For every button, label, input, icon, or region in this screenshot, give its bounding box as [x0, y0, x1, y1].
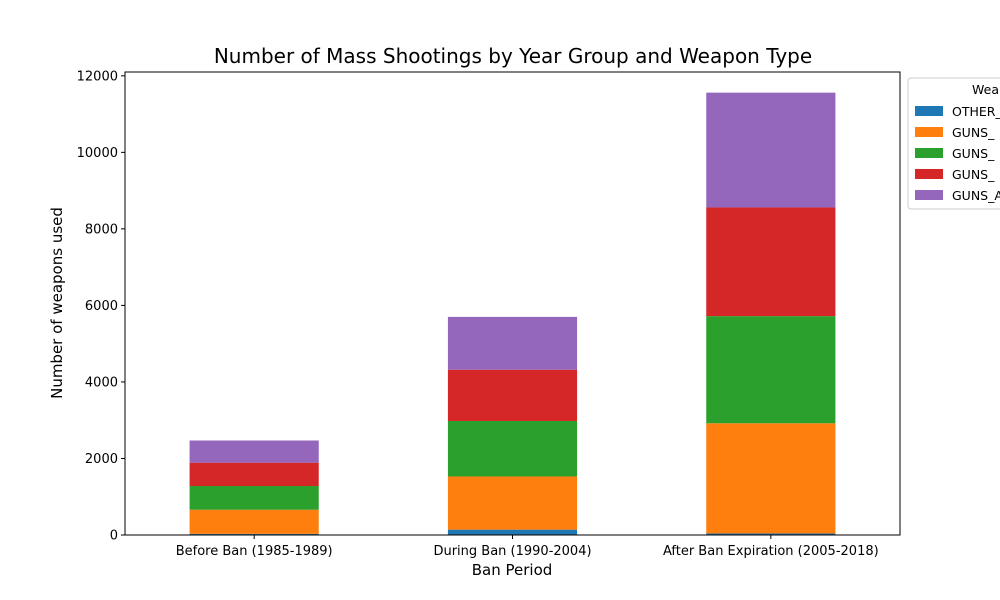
bar-segment-1-3 [706, 533, 836, 535]
x-tick-label: During Ban (1990-2004) [433, 544, 591, 559]
legend-swatch [915, 190, 943, 200]
bar-segment-5-3 [706, 92, 836, 208]
legend-entry: GUNS_A [952, 188, 1000, 203]
bar-segment-1-1 [189, 533, 319, 535]
legend-swatch [915, 169, 943, 179]
legend-entry: OTHER_ [952, 104, 1000, 119]
legend-swatch [915, 148, 943, 158]
bars [189, 92, 836, 535]
bar-segment-2-2 [447, 476, 578, 530]
bar-segment-4-3 [706, 207, 836, 317]
y-axis-label: Number of weapons used [48, 207, 66, 399]
legend-swatch [915, 127, 943, 137]
bar-segment-4-2 [447, 369, 578, 421]
bar-segment-1-2 [447, 529, 578, 535]
bar-segment-2-1 [189, 509, 319, 534]
y-tick-label: 2000 [85, 452, 118, 467]
legend-entry: GUNS_ [952, 125, 995, 140]
legend: Wea OTHER_ GUNS_ GUNS_ GUNS_ GUNS_A [907, 77, 1000, 210]
bar-segment-3-2 [447, 420, 578, 477]
legend-swatch [915, 106, 943, 116]
x-tick-label: After Ban Expiration (2005-2018) [663, 544, 879, 559]
bar-segment-3-3 [706, 316, 836, 424]
y-tick-label: 0 [110, 529, 118, 544]
bar-segment-4-1 [189, 462, 319, 487]
x-tick-label: Before Ban (1985-1989) [176, 544, 333, 559]
legend-entry: GUNS_ [952, 167, 995, 182]
bar-segment-3-1 [189, 486, 319, 510]
y-tick-label: 12000 [77, 69, 118, 84]
bar-segment-5-1 [189, 440, 319, 463]
legend-entry: GUNS_ [952, 146, 995, 161]
x-axis-label: Ban Period [472, 561, 553, 579]
legend-title: Wea [972, 82, 999, 97]
chart-title: Number of Mass Shootings by Year Group a… [214, 44, 812, 68]
bar-segment-2-3 [706, 423, 836, 534]
axes: 0 2000 4000 6000 8000 10000 12000 Before Ban (1… [77, 69, 901, 559]
y-tick-label: 10000 [77, 146, 118, 161]
y-tick-label: 8000 [85, 222, 118, 237]
y-tick-label: 4000 [85, 375, 118, 390]
bar-segment-5-2 [447, 316, 578, 370]
y-tick-label: 6000 [85, 299, 118, 314]
